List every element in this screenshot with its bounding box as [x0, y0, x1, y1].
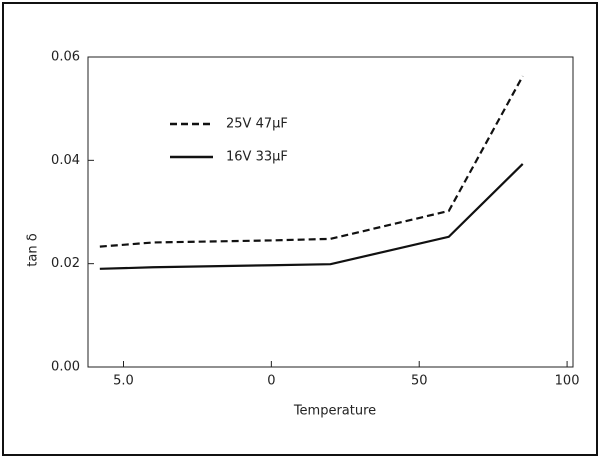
x-tick-label: 5.0 — [113, 374, 134, 389]
y-axis-label: tan δ — [26, 233, 41, 266]
data-line — [99, 75, 524, 248]
plot-area — [87, 56, 574, 368]
y-tick-label: 0.00 — [51, 360, 80, 375]
x-tick-label: 50 — [411, 374, 428, 389]
x-tick-label: 100 — [555, 374, 580, 389]
x-axis-label: Temperature — [293, 404, 376, 419]
y-tick-label: 0.04 — [51, 153, 80, 168]
legend-label: 25V 47μF — [226, 117, 288, 132]
legend-label: 16V 33μF — [226, 150, 288, 165]
y-tick-label: 0.02 — [51, 256, 80, 271]
y-tick-label: 0.06 — [51, 50, 80, 65]
data-line — [99, 163, 524, 270]
x-tick-label: 0 — [267, 374, 275, 389]
